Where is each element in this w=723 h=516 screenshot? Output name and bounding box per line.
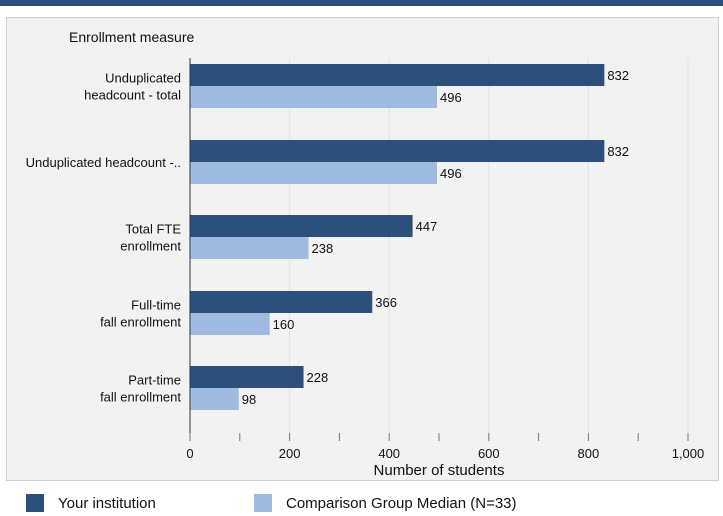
top-accent-bar: [0, 0, 723, 6]
legend-item-comparison-median: Comparison Group Median (N=33): [254, 494, 517, 512]
legend: Your institution Comparison Group Median…: [0, 488, 723, 516]
x-tick-label: 400: [378, 446, 400, 461]
bar-value-label: 98: [242, 392, 256, 407]
category-label: Part-time: [128, 373, 181, 388]
y-axis-title: Enrollment measure: [69, 29, 194, 45]
legend-swatch-your-institution: [26, 494, 44, 512]
bar-value-label: 447: [416, 219, 438, 234]
bar-chart: Enrollment measure 832 496 832 496 447 238 366…: [26, 29, 705, 479]
category-label: Full-time: [131, 298, 181, 313]
category-label: fall enrollment: [100, 390, 181, 405]
legend-swatch-comparison-median: [254, 494, 272, 512]
bar-value-label: 832: [607, 144, 629, 159]
x-tick-label: 1,000: [672, 446, 705, 461]
bar-comparison-median: [190, 313, 270, 335]
bars: 832 496 832 496 447 238 366 160 228 98: [190, 64, 629, 410]
x-axis: 0 200 400 600 800 1,000: [186, 58, 704, 461]
category-labels: Unduplicated headcount - total Unduplicate…: [26, 71, 182, 405]
x-tick-label: 200: [279, 446, 301, 461]
category-label: enrollment: [120, 239, 181, 254]
category-label: fall enrollment: [100, 315, 181, 330]
legend-item-your-institution: Your institution: [26, 494, 156, 512]
x-tick-label: 600: [478, 446, 500, 461]
bar-your-institution: [190, 291, 373, 313]
chart-panel: Enrollment measure 832 496 832 496 447 238 366…: [6, 17, 719, 481]
bar-value-label: 238: [312, 241, 334, 256]
bar-value-label: 832: [607, 68, 629, 83]
bar-value-label: 496: [440, 90, 462, 105]
bar-your-institution: [190, 215, 413, 237]
legend-label-comparison-median: Comparison Group Median (N=33): [286, 494, 517, 512]
category-label: headcount - total: [84, 88, 181, 103]
x-tick-label: 800: [578, 446, 600, 461]
x-tick-label: 0: [186, 446, 193, 461]
bar-value-label: 228: [307, 370, 329, 385]
category-label: Unduplicated headcount -..: [26, 155, 181, 170]
bar-value-label: 496: [440, 166, 462, 181]
category-label: Total FTE: [125, 222, 181, 237]
bar-your-institution: [190, 140, 605, 162]
bar-comparison-median: [190, 388, 239, 410]
grid-lines: [289, 58, 689, 437]
bar-your-institution: [190, 366, 304, 388]
legend-label-your-institution: Your institution: [58, 494, 156, 512]
bar-comparison-median: [190, 86, 438, 108]
x-axis-title: Number of students: [374, 462, 505, 479]
bar-your-institution: [190, 64, 605, 86]
bar-comparison-median: [190, 162, 438, 184]
bar-value-label: 160: [273, 317, 295, 332]
bar-comparison-median: [190, 237, 309, 259]
bar-value-label: 366: [375, 295, 397, 310]
category-label: Unduplicated: [105, 71, 181, 86]
